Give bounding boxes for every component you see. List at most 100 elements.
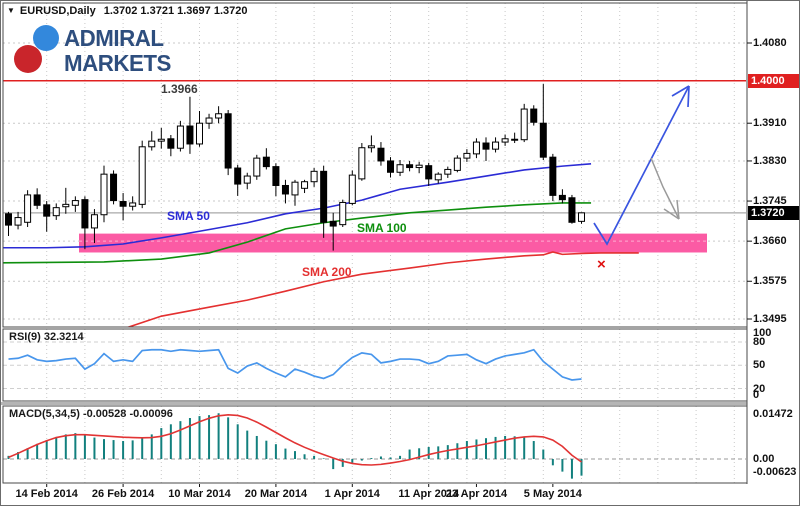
date-tick-label: 14 Feb 2014: [15, 488, 78, 500]
candle-body: [272, 166, 280, 186]
candle-body: [119, 201, 127, 207]
macd-signal-line: [8, 414, 582, 466]
candle-body: [262, 156, 270, 168]
candle-body: [196, 122, 203, 145]
price-tick-label: 1.3910: [753, 117, 787, 130]
candle-body: [81, 199, 89, 229]
candle-body: [453, 157, 461, 171]
candle-body: [396, 164, 404, 173]
macd-panel-layer: [3, 406, 746, 483]
logo-red-circle: [14, 45, 42, 73]
candle-body: [320, 170, 328, 223]
candle-body: [71, 200, 79, 206]
candle-body: [358, 147, 366, 180]
candle-body: [329, 220, 337, 227]
rsi-tick-label: 100: [753, 327, 772, 339]
candle-body: [186, 125, 194, 145]
resistance-price-badge: 1.4000: [748, 73, 799, 88]
rsi-tick-label: 50: [753, 359, 766, 372]
candle-body: [234, 167, 242, 185]
candle-body: [14, 217, 22, 226]
bullish-projection-arrow-shaft: [593, 85, 690, 246]
candle-body: [501, 138, 509, 143]
candle-body: [5, 213, 12, 226]
candle-body: [129, 202, 137, 207]
macd-tick-label: -0.00623: [753, 466, 797, 478]
candle-body: [348, 174, 356, 204]
logo-line1: ADMIRAL: [64, 25, 164, 51]
rsi-tick-label: 20: [753, 382, 766, 395]
candle-body: [62, 203, 70, 208]
candle-body: [415, 164, 423, 169]
candle-body: [90, 214, 98, 229]
title-symbol: EURUSD,Daily: [19, 5, 96, 17]
swing-high-price-label: 1.3966: [161, 82, 198, 96]
rsi-indicator-label: RSI(9) 32.3214: [9, 331, 84, 343]
bearish-alternative-arrow-head: [676, 199, 680, 220]
candle-body: [406, 164, 414, 169]
macd-tick-label: 0.00: [753, 453, 775, 465]
candle-body: [511, 138, 519, 141]
candle-body: [157, 138, 165, 142]
sma50-label: SMA 50: [167, 209, 210, 223]
rsi-line: [8, 348, 582, 381]
candle-body: [167, 138, 175, 149]
candle-body: [52, 207, 60, 217]
candle-body: [472, 141, 480, 155]
price-tick-label: 1.3745: [753, 195, 787, 208]
macd-tick-label: 0.01472: [753, 408, 793, 420]
candle-body: [281, 184, 289, 195]
rsi-tick-label: 0: [753, 389, 760, 401]
bullish-projection-arrow-head: [671, 85, 690, 97]
candle-body: [520, 108, 528, 141]
bearish-alternative-arrow-shaft: [650, 157, 680, 220]
candle-body: [387, 160, 394, 173]
price-tick-label: 1.3830: [753, 154, 787, 167]
title-ohlc-values: 1.3702 1.3721 1.3697 1.3720: [103, 5, 248, 17]
candle-body: [138, 146, 146, 205]
candle-body: [539, 122, 547, 158]
candle-body: [110, 173, 118, 202]
candle-body: [243, 175, 251, 184]
candle-body: [176, 125, 184, 149]
candle-body: [148, 140, 156, 148]
logo-wordmark: ADMIRAL MARKETS: [64, 26, 171, 76]
candle-body: [100, 173, 108, 216]
candle-body: [377, 147, 385, 162]
macd-indicator-label: MACD(5,34,5) -0.00528 -0.00096: [9, 408, 173, 420]
current-price-badge: 1.3720: [748, 205, 799, 220]
candle-body: [253, 157, 261, 177]
date-tick-label: 26 Feb 2014: [91, 488, 155, 500]
candle-body: [205, 117, 213, 124]
candle-body: [434, 173, 442, 181]
date-tick-label: 10 Mar 2014: [168, 488, 231, 500]
sma100-label: SMA 100: [357, 221, 407, 235]
date-tick-label: 20 Mar 2014: [244, 488, 308, 500]
sma200-label: SMA 200: [302, 265, 352, 279]
candle-body: [301, 181, 309, 189]
candle-body: [444, 168, 452, 175]
candle-body: [310, 170, 318, 183]
candle-body: [530, 108, 538, 123]
price-tick-label: 1.3495: [753, 313, 787, 325]
date-tick-label: 11 Apr 2014: [398, 488, 460, 500]
panel-splitter: [1, 402, 747, 405]
price-tick-label: 1.3575: [753, 275, 787, 288]
symbol-dropdown-icon[interactable]: ▼: [7, 6, 15, 15]
candle-body: [558, 194, 566, 201]
price-tick-label: 1.4080: [753, 37, 787, 49]
candle-body: [33, 194, 41, 206]
candle-body: [24, 194, 32, 223]
date-tick-label: 5 May 2014: [523, 488, 582, 500]
candle-body: [215, 113, 223, 119]
support-zone: [79, 233, 707, 253]
bearish-alternative-arrow-head: [663, 208, 680, 220]
main-panel-layer: [3, 3, 746, 327]
candle-body: [482, 142, 490, 150]
candle-body: [549, 156, 557, 196]
candle-body: [291, 181, 299, 196]
candle-body: [367, 145, 375, 149]
rsi-panel-layer: [3, 329, 746, 401]
